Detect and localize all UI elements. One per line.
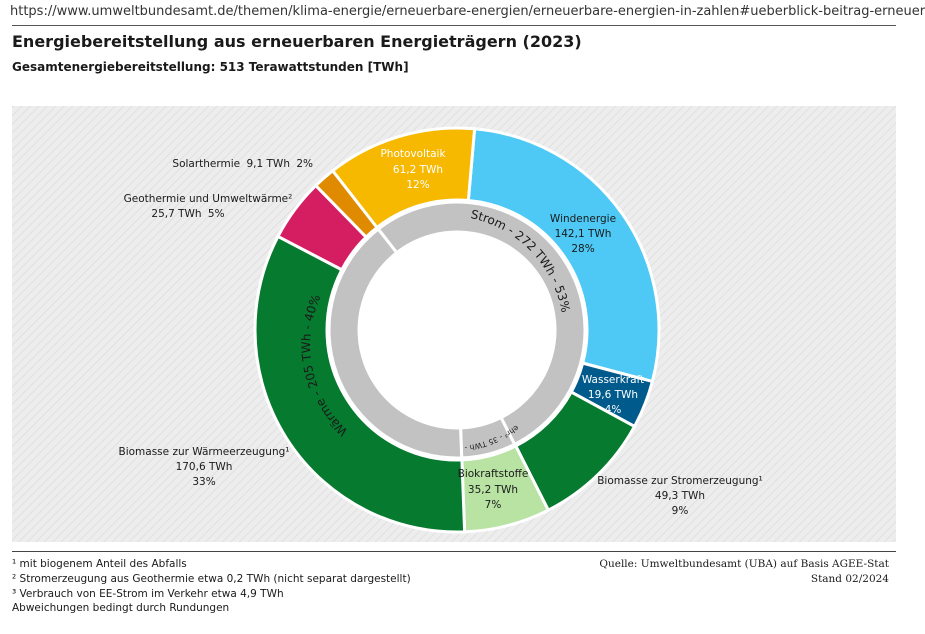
outer-slice-photovoltaik [330, 126, 477, 230]
label-solarthermie-name: Solarthermie [172, 158, 240, 170]
label-geothermie-percent: 5% [208, 208, 225, 220]
source-date: Stand 02/2024 [810, 573, 889, 585]
outer-slice-windenergie [466, 127, 661, 384]
label-windenergie-percent: 28% [571, 243, 594, 255]
label-wasserkraft-percent: 4% [605, 404, 622, 416]
label-solarthermie: Solarthermie 9,1 TWh 2% [172, 158, 313, 170]
source-line: Quelle: Umweltbundesamt (UBA) auf Basis … [599, 558, 889, 570]
footnote-2: ² Stromerzeugung aus Geothermie etwa 0,2… [12, 573, 411, 585]
label-biomasse-strom-value: 49,3 TWh [655, 490, 705, 502]
url-bar[interactable]: https://www.umweltbundesamt.de/themen/kl… [10, 4, 925, 19]
label-biomasse-waerme-value: 170,6 TWh [176, 461, 233, 473]
outer-ring [253, 126, 661, 534]
footnote-1: ¹ mit biogenem Anteil des Abfalls [12, 558, 187, 570]
outer-slice-biomasse-zur-w-rmeerzeugung [253, 234, 467, 534]
label-biomasse-waerme-percent: 33% [192, 476, 215, 488]
label-biomasse-strom-percent: 9% [672, 505, 689, 517]
label-geothermie-name: Geothermie und Umweltwärme² [124, 193, 293, 205]
divider [12, 25, 896, 26]
label-biomasse-strom-name: Biomasse zur Stromerzeugung¹ [597, 475, 763, 487]
footnote-3: ³ Verbrauch von EE-Strom im Verkehr etwa… [12, 588, 284, 600]
page-subtitle: Gesamtenergiebereitstellung: 513 Terawat… [12, 60, 409, 74]
label-windenergie-value: 142,1 TWh [555, 228, 612, 240]
label-biomasse-waerme-name: Biomasse zur Wärmeerzeugung¹ [119, 446, 290, 458]
label-solarthermie-percent: 2% [296, 158, 313, 170]
footer-divider [12, 551, 896, 552]
label-geothermie-valuepercent: 25,7 TWh 5% [151, 208, 224, 220]
label-solarthermie-value: 9,1 TWh [246, 158, 290, 170]
label-photovoltaik-name: Photovoltaik [380, 148, 446, 160]
label-photovoltaik-value: 61,2 TWh [393, 164, 443, 176]
label-biokraftstoffe-name: Biokraftstoffe [458, 468, 529, 480]
label-wasserkraft-value: 19,6 TWh [588, 389, 638, 401]
footnote-4: Abweichungen bedingt durch Rundungen [12, 602, 230, 614]
label-photovoltaik-percent: 12% [406, 179, 429, 191]
label-geothermie-value: 25,7 TWh [151, 208, 201, 220]
label-wasserkraft-name: Wasserkraft [582, 374, 644, 386]
label-biokraftstoffe-percent: 7% [485, 499, 502, 511]
page-title: Energiebereitstellung aus erneuerbaren E… [12, 32, 582, 51]
label-biokraftstoffe-value: 35,2 TWh [468, 484, 518, 496]
donut-hole [359, 232, 555, 428]
label-windenergie-name: Windenergie [550, 213, 616, 225]
